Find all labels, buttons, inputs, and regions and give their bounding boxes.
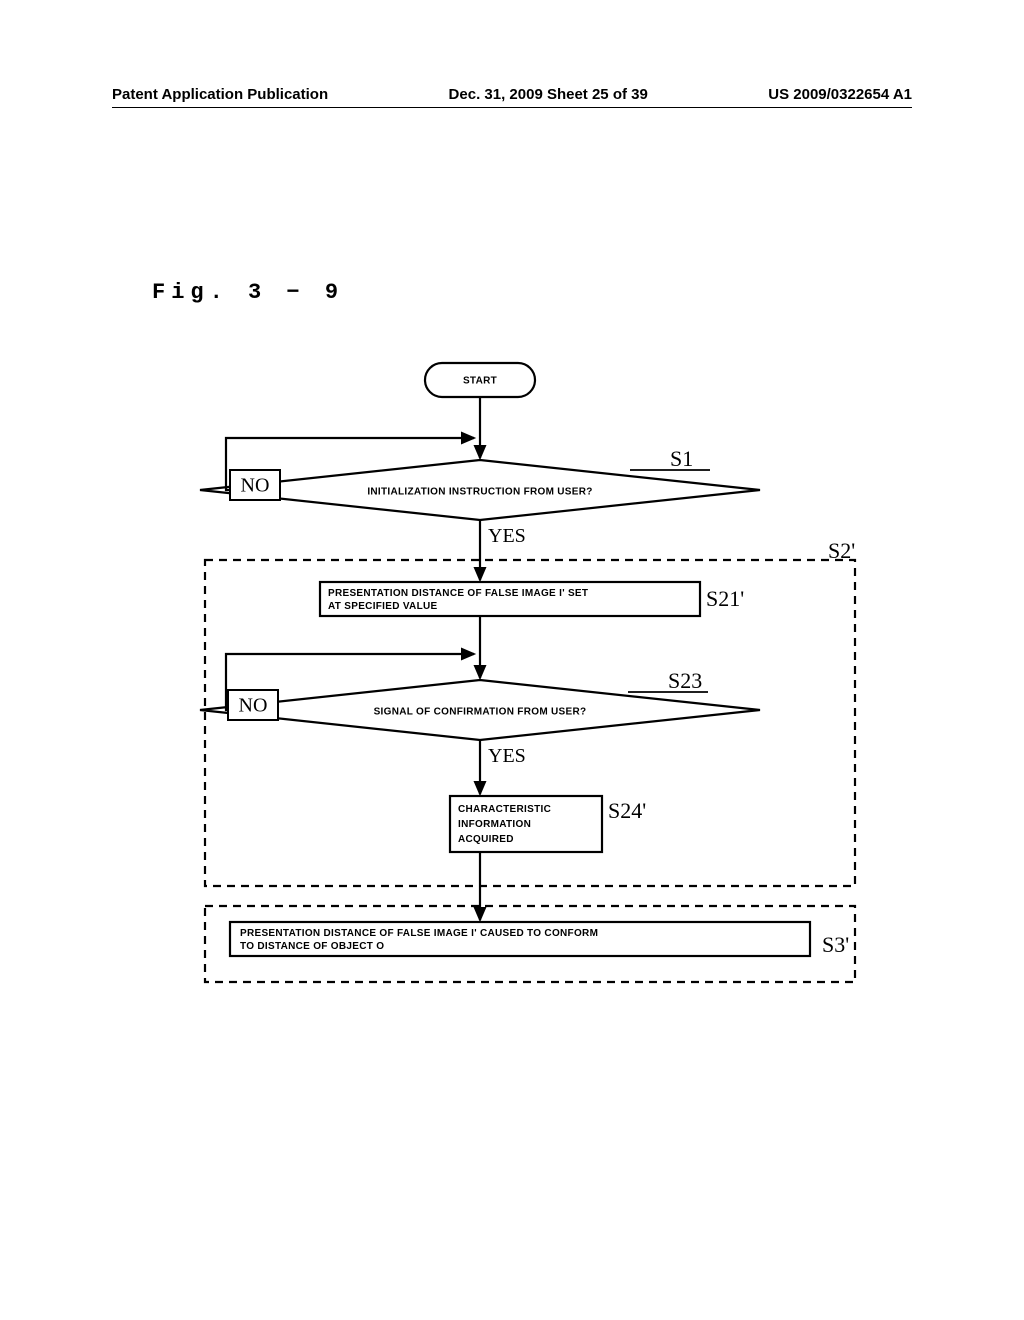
- header-right: US 2009/0322654 A1: [768, 86, 912, 103]
- step-label-s3: S3': [822, 932, 849, 957]
- svg-text:NO: NO: [241, 475, 270, 497]
- svg-text:NO: NO: [239, 695, 268, 717]
- step-label-s2: S2': [828, 538, 855, 563]
- flowchart: START INITIALIZATION INSTRUCTION FROM US…: [110, 350, 910, 1090]
- svg-text:PRESENTATION DISTANCE OF FALSE: PRESENTATION DISTANCE OF FALSE IMAGE I' …: [328, 588, 588, 599]
- start-node: START: [425, 363, 535, 397]
- yes-label-s23: YES: [488, 745, 526, 767]
- svg-text:INITIALIZATION INSTRUCTION FRO: INITIALIZATION INSTRUCTION FROM USER?: [367, 487, 592, 498]
- page: Patent Application Publication Dec. 31, …: [0, 0, 1024, 1320]
- group-s2: [205, 560, 855, 886]
- no-label-s23: NO: [228, 690, 278, 720]
- process-s24: CHARACTERISTIC INFORMATION ACQUIRED: [450, 796, 602, 852]
- header-left: Patent Application Publication: [112, 86, 328, 103]
- svg-text:ACQUIRED: ACQUIRED: [458, 834, 514, 845]
- header-center: Dec. 31, 2009 Sheet 25 of 39: [449, 86, 648, 103]
- step-label-s24: S24': [608, 798, 646, 823]
- process-s21: PRESENTATION DISTANCE OF FALSE IMAGE I' …: [320, 582, 700, 616]
- svg-text:CHARACTERISTIC: CHARACTERISTIC: [458, 804, 551, 815]
- step-label-s21: S21': [706, 586, 744, 611]
- yes-label-s1: YES: [488, 525, 526, 547]
- svg-text:PRESENTATION DISTANCE OF FALSE: PRESENTATION DISTANCE OF FALSE IMAGE I' …: [240, 928, 598, 939]
- no-label-s1: NO: [230, 470, 280, 500]
- step-label-s23: S23: [668, 668, 702, 693]
- svg-text:AT SPECIFIED VALUE: AT SPECIFIED VALUE: [328, 601, 438, 612]
- svg-text:TO DISTANCE OF OBJECT O: TO DISTANCE OF OBJECT O: [240, 941, 384, 952]
- step-label-s1: S1: [670, 446, 693, 471]
- page-header: Patent Application Publication Dec. 31, …: [112, 86, 912, 108]
- figure-label: Fig. 3 − 9: [152, 280, 344, 305]
- svg-text:SIGNAL OF CONFIRMATION FROM US: SIGNAL OF CONFIRMATION FROM USER?: [374, 707, 587, 718]
- process-s3: PRESENTATION DISTANCE OF FALSE IMAGE I' …: [230, 922, 810, 956]
- svg-text:INFORMATION: INFORMATION: [458, 819, 531, 830]
- svg-text:START: START: [463, 376, 497, 387]
